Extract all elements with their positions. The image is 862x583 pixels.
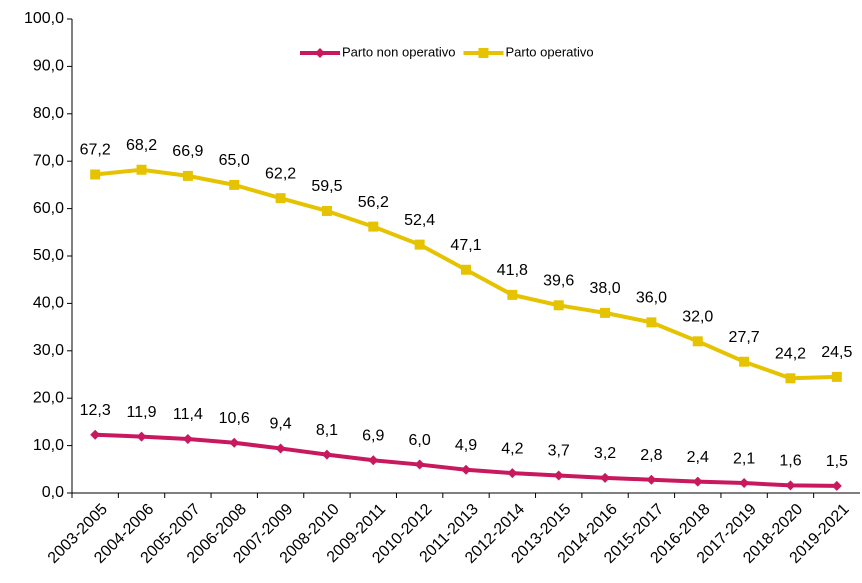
data-point <box>136 164 147 175</box>
data-point <box>692 476 703 487</box>
data-label: 62,2 <box>265 165 296 182</box>
data-point <box>321 449 332 460</box>
y-tick-label: 30,0 <box>33 342 64 359</box>
data-label: 11,9 <box>127 404 157 421</box>
data-label: 4,9 <box>455 437 477 454</box>
data-point <box>785 480 796 491</box>
y-tick-label: 20,0 <box>33 389 64 406</box>
data-label: 41,8 <box>497 262 528 279</box>
data-point <box>90 169 101 180</box>
data-label: 36,0 <box>636 290 667 307</box>
data-point <box>321 205 332 216</box>
data-label: 32,0 <box>682 309 713 326</box>
data-point <box>785 373 796 384</box>
data-point <box>831 480 842 491</box>
data-point <box>739 356 750 367</box>
data-point <box>692 336 703 347</box>
data-point <box>553 470 564 481</box>
data-point <box>414 239 425 250</box>
data-label: 6,0 <box>409 432 431 449</box>
data-label: 2,1 <box>733 450 755 467</box>
data-point <box>739 478 750 489</box>
data-point <box>368 221 379 232</box>
data-label: 3,2 <box>594 445 616 462</box>
data-point <box>182 170 193 181</box>
y-tick-label: 90,0 <box>33 58 64 75</box>
data-label: 12,3 <box>80 402 111 419</box>
y-tick-label: 100,0 <box>24 10 64 27</box>
data-label: 2,8 <box>640 447 662 464</box>
data-label: 6,9 <box>362 428 384 445</box>
data-label: 2,4 <box>687 449 709 466</box>
data-point <box>368 455 379 466</box>
data-point <box>507 468 518 479</box>
data-point <box>275 193 286 204</box>
data-point <box>646 317 657 328</box>
data-point <box>600 307 611 318</box>
legend-marker <box>478 48 489 58</box>
data-point <box>646 474 657 485</box>
data-label: 52,4 <box>404 212 435 229</box>
data-point <box>229 179 240 190</box>
data-label: 27,7 <box>729 329 760 346</box>
data-label: 8,1 <box>316 422 338 439</box>
data-point <box>600 472 611 483</box>
data-label: 67,2 <box>80 142 111 159</box>
data-point <box>414 459 425 470</box>
data-label: 38,0 <box>589 280 620 297</box>
data-point <box>136 431 147 442</box>
data-label: 24,5 <box>821 344 852 361</box>
y-tick-label: 80,0 <box>33 105 64 122</box>
data-label: 39,6 <box>543 273 574 290</box>
data-label: 59,5 <box>311 178 342 195</box>
data-point <box>461 464 471 475</box>
data-label: 24,2 <box>775 346 806 363</box>
data-point <box>275 443 286 454</box>
y-tick-label: 50,0 <box>33 247 64 264</box>
data-label: 65,0 <box>219 152 250 169</box>
data-label: 1,6 <box>779 453 801 470</box>
data-label: 3,7 <box>548 443 570 460</box>
data-label: 10,6 <box>219 410 250 427</box>
data-point <box>90 429 101 440</box>
legend-label: Parto operativo <box>505 44 593 59</box>
data-point <box>553 300 564 311</box>
data-label: 68,2 <box>126 137 157 154</box>
data-point <box>229 437 240 448</box>
data-label: 56,2 <box>358 194 389 211</box>
data-point <box>182 433 193 444</box>
legend-marker <box>315 48 325 58</box>
data-point <box>461 264 471 275</box>
data-label: 47,1 <box>450 237 481 254</box>
y-tick-label: 70,0 <box>33 152 64 169</box>
legend-label: Parto non operativo <box>342 44 455 59</box>
y-tick-label: 60,0 <box>33 200 64 217</box>
data-label: 66,9 <box>172 143 203 160</box>
data-label: 4,2 <box>501 440 523 457</box>
data-label: 1,5 <box>826 453 848 470</box>
data-point <box>831 371 842 382</box>
data-label: 9,4 <box>269 416 291 433</box>
data-point <box>507 289 518 300</box>
y-tick-label: 10,0 <box>33 437 64 454</box>
data-label: 11,4 <box>173 406 203 423</box>
y-tick-label: 40,0 <box>33 295 64 312</box>
y-tick-label: 0,0 <box>42 484 64 501</box>
